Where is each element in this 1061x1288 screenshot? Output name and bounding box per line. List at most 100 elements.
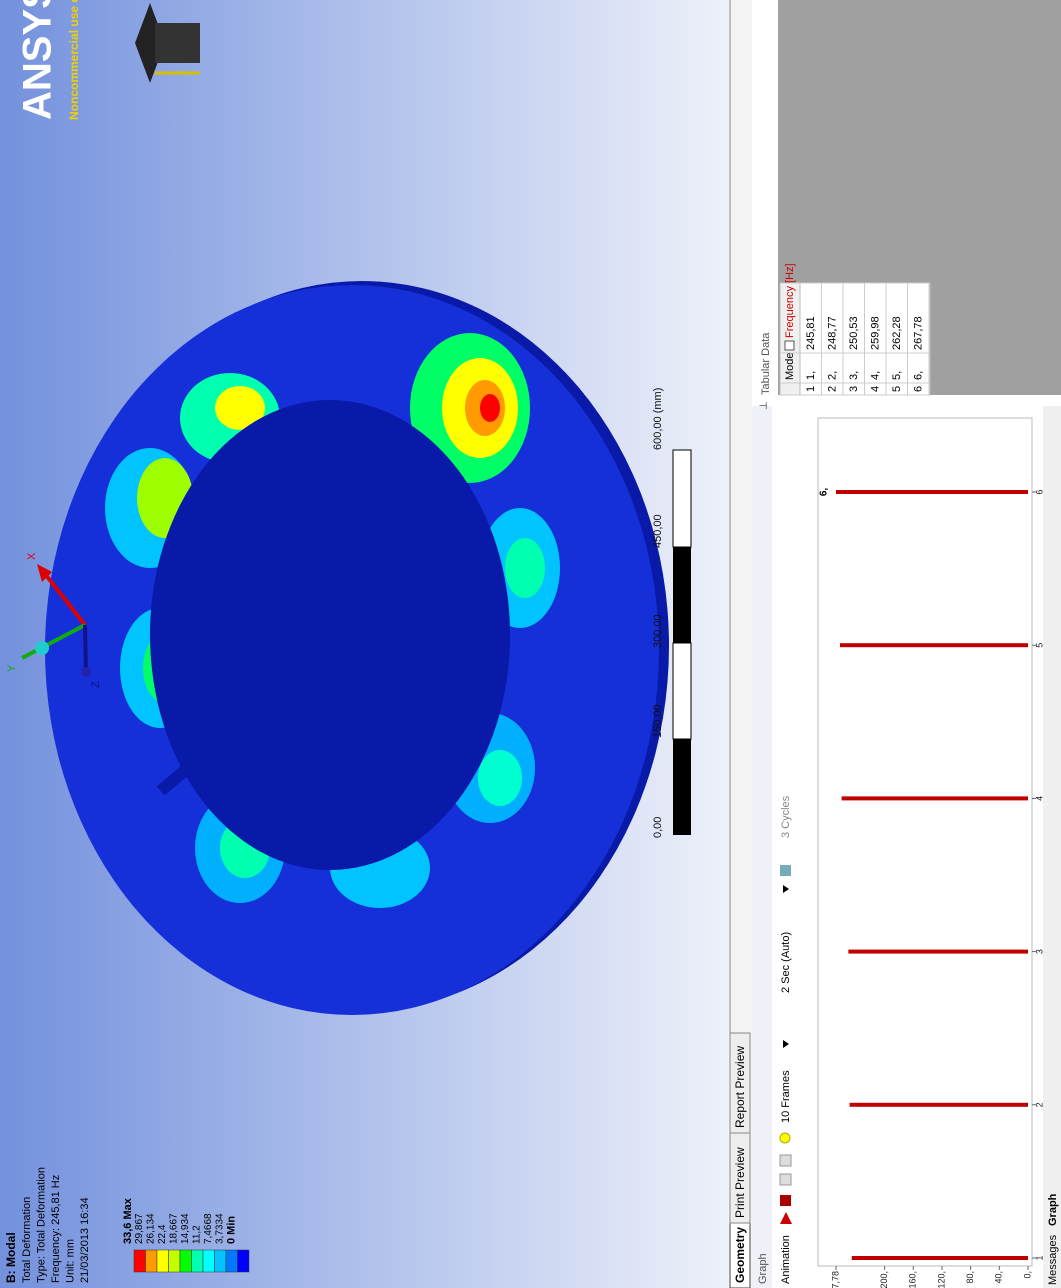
cell: 1 bbox=[805, 386, 817, 392]
cell: 6 bbox=[912, 386, 924, 392]
cell: 2 bbox=[826, 386, 838, 392]
column-header: Mode bbox=[784, 352, 796, 380]
scale-label: 450,00 bbox=[652, 514, 664, 548]
cell: 2, bbox=[826, 371, 838, 380]
plot-frame bbox=[817, 417, 1033, 1267]
legend-swatch bbox=[191, 1249, 204, 1273]
bar bbox=[841, 796, 1028, 801]
legend-swatch bbox=[145, 1249, 158, 1273]
toolbar-label: Animation bbox=[780, 1235, 792, 1284]
tab-label[interactable]: Print Preview bbox=[733, 1147, 747, 1218]
legend-title: B: Modal bbox=[4, 1232, 18, 1283]
legend-line: 21/03/2013 16:34 bbox=[79, 1197, 91, 1283]
cell: 3, bbox=[848, 371, 860, 380]
x-tick-label: 1 bbox=[1034, 1255, 1044, 1260]
play-button[interactable] bbox=[780, 1212, 792, 1224]
dropdown[interactable]: 10 Frames bbox=[780, 1070, 792, 1123]
panel-title: Tabular Data bbox=[760, 332, 772, 395]
cell: 245,81 bbox=[805, 316, 817, 350]
legend-line: Frequency: 245,81 Hz bbox=[50, 1175, 62, 1283]
tool-icon[interactable] bbox=[779, 1132, 791, 1144]
tab[interactable] bbox=[729, 1032, 751, 1134]
x-tick-label: 6 bbox=[1034, 489, 1044, 494]
legend-label: 33,6 Max bbox=[122, 1197, 134, 1244]
bar bbox=[836, 490, 1028, 494]
legend-swatch bbox=[237, 1249, 250, 1273]
logo: ANSYS Noncommercial use only bbox=[16, 0, 200, 120]
model bbox=[45, 281, 669, 1015]
scale-bar: 0,00 150,00 300,00 450,00 600,00 (mm) bbox=[652, 388, 692, 838]
tool-icon[interactable] bbox=[779, 1173, 792, 1186]
column-header: Frequency [Hz] bbox=[784, 263, 796, 338]
graph-panel: Graph Animation 10 Frames 2 Sec (Auto) 3… bbox=[752, 406, 1061, 1288]
legend-swatch bbox=[214, 1249, 227, 1273]
legend: B: Modal Total Deformation Type: Total De… bbox=[4, 1167, 250, 1283]
legend-line: Unit: mm bbox=[64, 1239, 76, 1283]
tab-label[interactable]: Messages bbox=[1047, 1234, 1059, 1285]
tab-label[interactable]: Geometry bbox=[733, 1227, 747, 1283]
tab-label[interactable]: Report Preview bbox=[733, 1046, 747, 1128]
y-tick-label: 40, bbox=[994, 1271, 1004, 1284]
legend-line: Type: Total Deformation bbox=[35, 1167, 47, 1283]
logo-text: ANSYS bbox=[16, 0, 60, 120]
legend-swatch bbox=[179, 1249, 192, 1273]
axis-y: Y bbox=[6, 664, 18, 672]
y-tick-label: 200, bbox=[879, 1271, 889, 1288]
plot: 0, 40, 80, 120, 160, 200, 267,78 1 2 3 4 5 6 6, bbox=[819, 488, 1045, 1288]
bar bbox=[851, 1256, 1028, 1260]
cell: 259,98 bbox=[869, 316, 881, 350]
tool-icon[interactable] bbox=[780, 865, 791, 876]
cell: 4, bbox=[869, 371, 881, 380]
axis-x: X bbox=[26, 552, 38, 560]
legend-swatch bbox=[225, 1249, 238, 1273]
bar bbox=[849, 1102, 1029, 1107]
legend-line: Total Deformation bbox=[21, 1197, 33, 1283]
view-tabs: Geometry Print Preview Report Preview bbox=[728, 0, 752, 1288]
logo-note: Noncommercial use only bbox=[67, 0, 81, 120]
x-tick-label: 3 bbox=[1034, 949, 1044, 954]
bar bbox=[848, 949, 1028, 954]
cell: 267,78 bbox=[912, 316, 924, 350]
cell: 1, bbox=[805, 371, 817, 380]
legend-swatch bbox=[168, 1249, 181, 1273]
legend-label: 14,934 bbox=[180, 1213, 191, 1244]
tabular-panel: ⊥ Tabular Data Mode Frequency [Hz] 1 1, 245,… bbox=[752, 0, 1061, 410]
legend-label: 26,134 bbox=[146, 1213, 157, 1244]
y-tick-label: 160, bbox=[908, 1271, 918, 1288]
tab-label[interactable]: Graph bbox=[1047, 1193, 1059, 1226]
toolbar-label: 3 Cycles bbox=[780, 795, 792, 838]
cell: 5 bbox=[891, 386, 903, 392]
scale-label: 0,00 bbox=[652, 817, 664, 838]
cell: 248,77 bbox=[826, 316, 838, 350]
cell: 262,28 bbox=[891, 316, 903, 350]
scale-label: 150,00 bbox=[652, 704, 664, 738]
legend-label: 29,867 bbox=[134, 1213, 145, 1244]
legend-label: 3,7334 bbox=[215, 1213, 226, 1244]
checkbox bbox=[784, 340, 795, 351]
scale-label: 300,00 bbox=[652, 614, 664, 648]
y-tick-label: 267,78 bbox=[830, 1271, 840, 1288]
y-tick-label: 0, bbox=[1022, 1271, 1032, 1279]
x-tick-label: 5 bbox=[1034, 643, 1044, 648]
cell: 5, bbox=[891, 371, 903, 380]
legend-label: 22,4 bbox=[157, 1224, 168, 1244]
stop-button[interactable] bbox=[780, 1195, 791, 1206]
tool-icon[interactable] bbox=[779, 1154, 792, 1167]
dropdown[interactable]: 2 Sec (Auto) bbox=[780, 932, 792, 993]
axis-z: Z bbox=[90, 681, 102, 688]
annotation: 6, bbox=[819, 488, 830, 497]
x-tick-label: 2 bbox=[1034, 1102, 1044, 1107]
legend-label: 11,2 bbox=[192, 1225, 203, 1244]
triad: X Y Z bbox=[6, 552, 102, 688]
cell: 250,53 bbox=[848, 316, 860, 350]
scale-label: 600,00 (mm) bbox=[652, 388, 664, 450]
pin-icon[interactable]: ⊥ bbox=[759, 401, 770, 410]
legend-swatch bbox=[202, 1249, 215, 1273]
x-tick-label: 4 bbox=[1034, 796, 1044, 801]
legend-label: 18,667 bbox=[169, 1213, 180, 1244]
cell: 6, bbox=[912, 371, 924, 380]
bar bbox=[839, 643, 1028, 648]
legend-swatch bbox=[133, 1249, 146, 1273]
